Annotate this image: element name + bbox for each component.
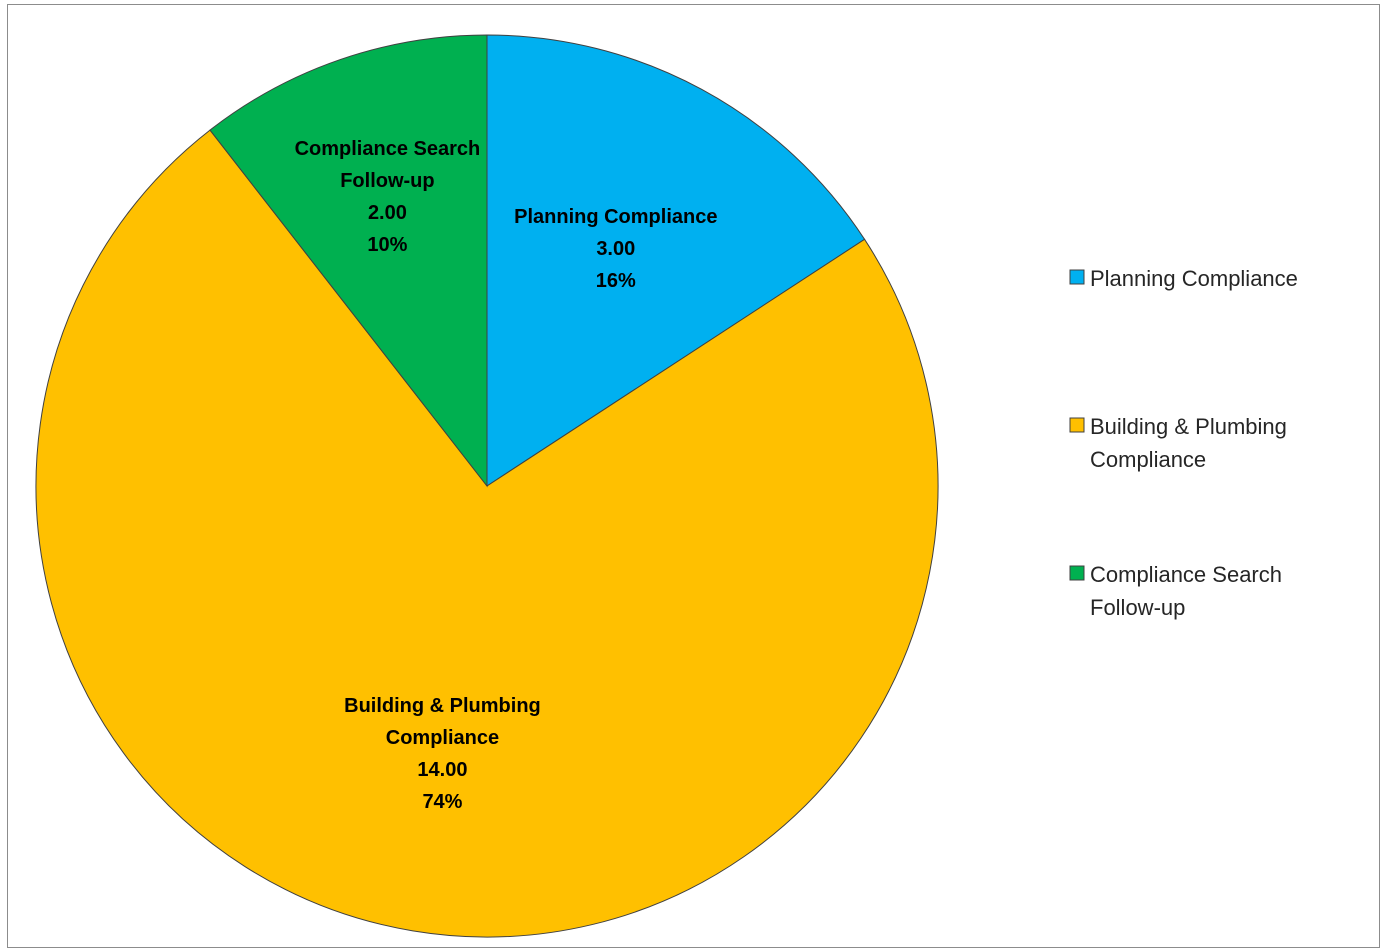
legend-label: Compliance	[1090, 447, 1206, 472]
pie-slice-building-and-plumbing-compliance	[35, 129, 939, 938]
data-label-line: Compliance Search	[295, 138, 481, 160]
legend-item-planning-compliance: Planning Compliance	[1069, 266, 1298, 291]
legend-label: Follow-up	[1090, 595, 1185, 620]
data-label-line: Planning Compliance	[514, 206, 717, 228]
legend-swatch	[1069, 565, 1085, 581]
legend-swatch	[1069, 417, 1085, 433]
data-label-line: Building & Plumbing	[344, 695, 541, 717]
data-label-line: Compliance	[386, 727, 499, 749]
legend-item-building-and-plumbing-compliance: Building & Plumbing Compliance	[1069, 414, 1287, 472]
data-label-line: Follow-up	[340, 170, 434, 192]
data-label-line: 14.00	[417, 759, 467, 781]
data-label-line: 3.00	[596, 238, 635, 260]
data-label-planning-compliance: Planning Compliance 3.00 16%	[514, 206, 717, 292]
pie-slice-planning-compliance	[486, 34, 866, 487]
data-label-building-and-plumbing-compliance: Building & Plumbing Compliance 14.00 74%	[344, 695, 541, 813]
legend-label: Compliance Search	[1090, 562, 1282, 587]
legend-label: Planning Compliance	[1090, 266, 1298, 291]
legend-label: Building & Plumbing	[1090, 414, 1287, 439]
pie-slice-compliance-search-follow-up	[209, 34, 488, 488]
data-label-line: 16%	[596, 270, 636, 292]
data-label-line: 2.00	[368, 202, 407, 224]
data-label-line: 10%	[367, 234, 407, 256]
data-label-compliance-search-follow-up: Compliance Search Follow-up 2.00 10%	[295, 138, 481, 256]
data-label-line: 74%	[422, 791, 462, 813]
legend-swatch	[1069, 269, 1085, 285]
legend-item-compliance-search-follow-up: Compliance Search Follow-up	[1069, 562, 1282, 620]
